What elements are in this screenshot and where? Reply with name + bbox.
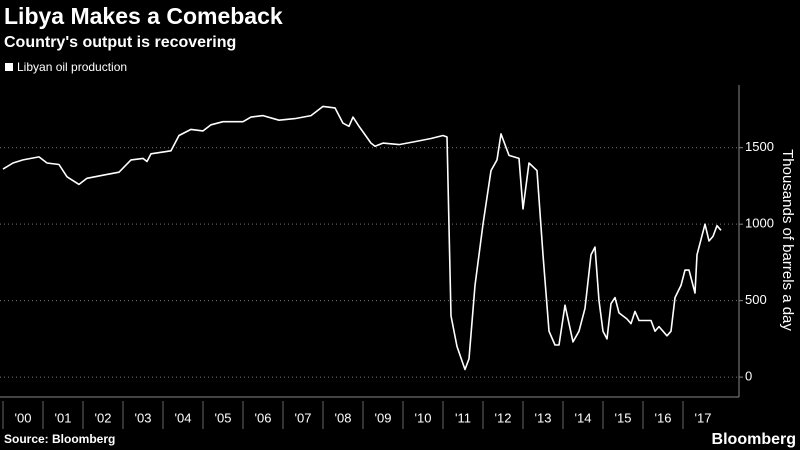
y-axis-label: Thousands of barrels a day xyxy=(779,149,796,331)
x-tick-label: '14 xyxy=(575,410,592,425)
chart-subtitle: Country's output is recovering xyxy=(4,34,236,51)
x-tick-label: '16 xyxy=(655,410,672,425)
source: Source: Bloomberg xyxy=(4,432,115,446)
x-tick-label: '06 xyxy=(255,410,272,425)
legend-swatch xyxy=(5,63,13,71)
x-tick-label: '15 xyxy=(615,410,632,425)
x-tick-label: '17 xyxy=(695,410,712,425)
x-tick-label: '04 xyxy=(175,410,192,425)
brand: Bloomberg xyxy=(712,431,796,448)
x-tick-label: '00 xyxy=(15,410,32,425)
y-tick-label: 1500 xyxy=(745,139,774,154)
x-tick-label: '05 xyxy=(215,410,232,425)
x-tick-label: '12 xyxy=(495,410,512,425)
x-tick-label: '09 xyxy=(375,410,392,425)
x-tick-label: '03 xyxy=(135,410,152,425)
x-tick-label: '11 xyxy=(455,410,471,425)
legend-label: Libyan oil production xyxy=(17,60,127,74)
x-tick-label: '02 xyxy=(95,410,112,425)
y-tick-label: 1000 xyxy=(745,216,774,231)
y-tick-label: 0 xyxy=(745,369,752,384)
chart-title: Libya Makes a Comeback xyxy=(4,3,283,29)
x-tick-label: '13 xyxy=(535,410,552,425)
x-tick-label: '01 xyxy=(55,410,72,425)
data-line xyxy=(2,105,722,371)
x-tick-label: '10 xyxy=(415,410,432,425)
y-tick-label: 500 xyxy=(745,292,767,307)
x-tick-label: '08 xyxy=(335,410,352,425)
x-tick-label: '07 xyxy=(295,410,312,425)
